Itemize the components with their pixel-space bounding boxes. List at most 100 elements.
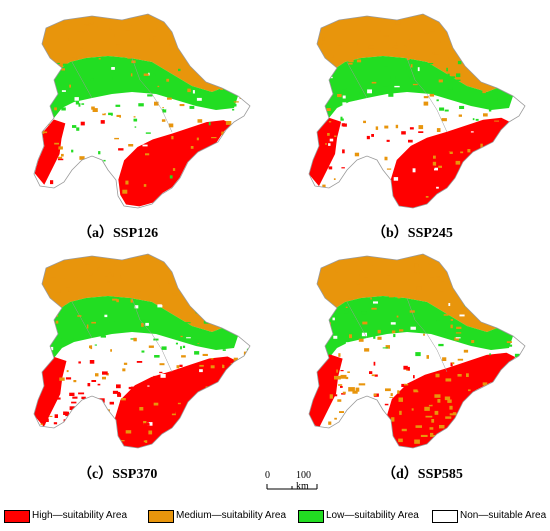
suitability-patch — [43, 176, 46, 178]
suitability-patch — [378, 435, 384, 440]
suitability-patch — [109, 321, 115, 324]
suitability-patch — [390, 197, 393, 202]
suitability-patch — [324, 38, 330, 41]
suitability-patch — [71, 346, 74, 349]
suitability-patch — [428, 404, 433, 407]
suitability-patch — [350, 196, 354, 200]
suitability-patch — [104, 201, 111, 206]
suitability-patch — [328, 200, 334, 202]
suitability-patch — [385, 345, 390, 349]
suitability-patch — [171, 268, 174, 272]
suitability-patch — [361, 311, 367, 315]
suitability-patch — [76, 31, 82, 33]
suitability-patch — [139, 407, 144, 411]
suitability-patch — [89, 345, 91, 349]
suitability-patch — [371, 134, 374, 137]
suitability-patch — [333, 321, 336, 324]
suitability-patch — [241, 53, 245, 55]
high-suitability-area — [309, 354, 343, 430]
suitability-patch — [357, 436, 364, 440]
suitability-patch — [391, 417, 395, 422]
suitability-patch — [338, 353, 341, 357]
suitability-patch — [397, 390, 400, 394]
suitability-patch — [145, 440, 148, 443]
suitability-patch — [439, 107, 445, 111]
suitability-patch — [445, 171, 448, 175]
suitability-patch — [315, 62, 319, 66]
suitability-patch — [238, 302, 244, 307]
suitability-patch — [87, 383, 91, 387]
suitability-patch — [408, 93, 411, 97]
suitability-patch — [323, 358, 327, 361]
suitability-patch — [340, 374, 347, 379]
suitability-patch — [62, 63, 68, 66]
suitability-patch — [89, 204, 93, 208]
suitability-patch — [464, 375, 468, 377]
suitability-patch — [436, 286, 439, 288]
suitability-patch — [119, 413, 125, 417]
suitability-patch — [85, 410, 90, 414]
suitability-patch — [40, 423, 43, 425]
suitability-patch — [199, 364, 204, 367]
suitability-patch — [514, 353, 520, 358]
suitability-patch — [387, 436, 393, 441]
suitability-patch — [347, 371, 350, 373]
suitability-patch — [404, 45, 407, 48]
suitability-patch — [357, 409, 362, 413]
suitability-patch — [455, 308, 459, 311]
suitability-patch — [335, 268, 339, 273]
suitability-patch — [135, 291, 141, 294]
suitability-patch — [310, 447, 316, 448]
suitability-patch — [97, 383, 101, 386]
suitability-patch — [482, 382, 488, 386]
suitability-patch — [204, 442, 209, 447]
suitability-patch — [373, 301, 378, 304]
suitability-patch — [454, 115, 458, 120]
suitability-patch — [72, 125, 77, 128]
suitability-patch — [373, 361, 376, 366]
suitability-patch — [309, 427, 314, 430]
suitability-patch — [386, 139, 390, 142]
suitability-patch — [342, 102, 347, 105]
high-suitability-area — [118, 120, 232, 207]
suitability-patch — [341, 167, 345, 169]
suitability-patch — [427, 381, 429, 383]
region-boundary — [308, 253, 526, 449]
suitability-patch — [168, 404, 172, 410]
suitability-patch — [459, 314, 465, 317]
suitability-patch — [39, 167, 43, 169]
suitability-patch — [503, 167, 506, 169]
suitability-patch — [35, 62, 41, 64]
map-body-b — [308, 13, 526, 209]
suitability-patch — [393, 177, 399, 181]
suitability-patch — [433, 23, 436, 27]
suitability-patch — [125, 430, 132, 434]
suitability-patch — [189, 105, 195, 109]
suitability-patch — [322, 204, 326, 208]
suitability-patch — [214, 296, 218, 300]
suitability-patch — [360, 289, 366, 293]
suitability-patch — [469, 270, 473, 274]
suitability-patch — [145, 322, 149, 326]
suitability-patch — [470, 386, 477, 389]
suitability-patch — [494, 120, 499, 122]
suitability-patch — [436, 205, 442, 208]
suitability-patch — [497, 181, 501, 185]
suitability-patch — [202, 353, 208, 356]
suitability-patch — [317, 160, 322, 164]
suitability-patch — [51, 205, 55, 208]
suitability-patch — [429, 29, 435, 32]
suitability-patch — [138, 103, 144, 107]
suitability-patch — [397, 295, 401, 299]
suitability-patch — [205, 430, 209, 433]
suitability-patch — [92, 39, 95, 42]
suitability-patch — [328, 166, 333, 170]
suitability-patch — [441, 188, 447, 190]
suitability-patch — [430, 432, 434, 437]
suitability-patch — [507, 76, 512, 80]
suitability-patch — [327, 388, 333, 390]
legend-label-low: Low—suitability Area — [326, 510, 419, 521]
suitability-patch — [348, 62, 353, 65]
suitability-patch — [439, 289, 445, 292]
suitability-patch — [50, 53, 53, 57]
